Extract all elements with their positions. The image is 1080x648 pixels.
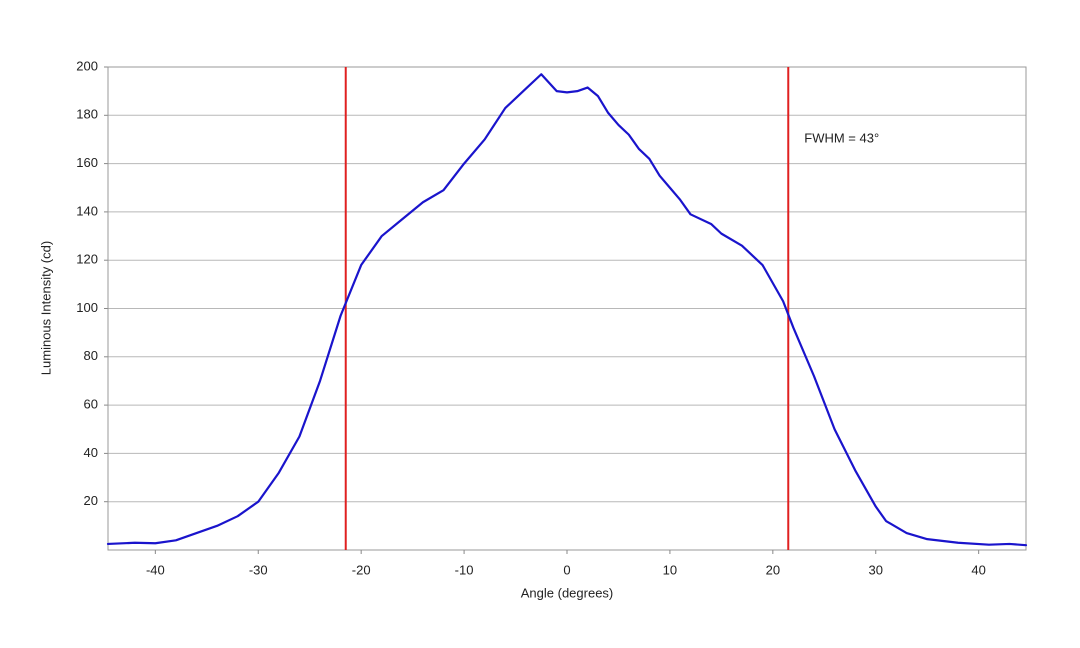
y-tick-label: 80 bbox=[84, 348, 98, 363]
x-tick-label: -20 bbox=[352, 562, 371, 577]
y-tick-label: 140 bbox=[76, 203, 98, 218]
x-tick-label: -40 bbox=[146, 562, 165, 577]
annotation: FWHM = 43° bbox=[804, 130, 879, 145]
x-tick-label: 40 bbox=[971, 562, 985, 577]
x-tick-label: 30 bbox=[869, 562, 883, 577]
y-tick-label: 200 bbox=[76, 58, 98, 73]
y-tick-label: 100 bbox=[76, 300, 98, 315]
y-axis-label: Luminous Intensity (cd) bbox=[38, 241, 53, 375]
y-tick-label: 40 bbox=[84, 445, 98, 460]
y-tick-label: 20 bbox=[84, 493, 98, 508]
x-axis-label: Angle (degrees) bbox=[521, 585, 614, 600]
x-tick-label: -30 bbox=[249, 562, 268, 577]
y-tick-label: 180 bbox=[76, 107, 98, 122]
data-line bbox=[106, 73, 1028, 547]
x-tick-label: 0 bbox=[563, 562, 570, 577]
y-tick-label: 160 bbox=[76, 155, 98, 170]
y-tick-label: 60 bbox=[84, 397, 98, 412]
x-tick-label: 10 bbox=[663, 562, 677, 577]
y-tick-label: 120 bbox=[76, 252, 98, 267]
x-tick-label: -10 bbox=[455, 562, 474, 577]
x-tick-label: 20 bbox=[766, 562, 780, 577]
